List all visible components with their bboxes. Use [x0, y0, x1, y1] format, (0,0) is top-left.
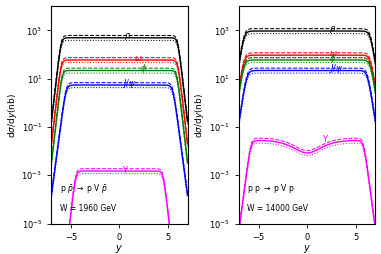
- Text: $\omega$: $\omega$: [329, 49, 337, 58]
- X-axis label: $y$: $y$: [115, 243, 123, 254]
- Text: $\Upsilon$: $\Upsilon$: [122, 164, 130, 174]
- Text: $J/\psi$: $J/\psi$: [329, 62, 343, 75]
- Text: W = 14000 GeV: W = 14000 GeV: [247, 204, 308, 213]
- Text: $\Upsilon$: $\Upsilon$: [322, 133, 329, 145]
- Text: $\omega$: $\omega$: [134, 54, 143, 62]
- Text: $\rho$: $\rho$: [329, 24, 336, 35]
- Text: $\phi$: $\phi$: [329, 52, 336, 65]
- Text: $\phi$: $\phi$: [140, 62, 147, 75]
- Text: $\rho$: $\rho$: [124, 31, 131, 42]
- X-axis label: $y$: $y$: [303, 243, 311, 254]
- Y-axis label: d$\sigma$/d$y$(nb): d$\sigma$/d$y$(nb): [6, 92, 19, 137]
- Text: $J/\psi$: $J/\psi$: [122, 77, 137, 90]
- Text: p $\bar{p}$ $\rightarrow$ p V $\bar{p}$: p $\bar{p}$ $\rightarrow$ p V $\bar{p}$: [59, 182, 107, 195]
- Y-axis label: d$\sigma$/d$y$(nb): d$\sigma$/d$y$(nb): [194, 92, 207, 137]
- Text: W = 1960 GeV: W = 1960 GeV: [59, 204, 116, 213]
- Text: p p $\rightarrow$ p V p: p p $\rightarrow$ p V p: [247, 182, 295, 195]
